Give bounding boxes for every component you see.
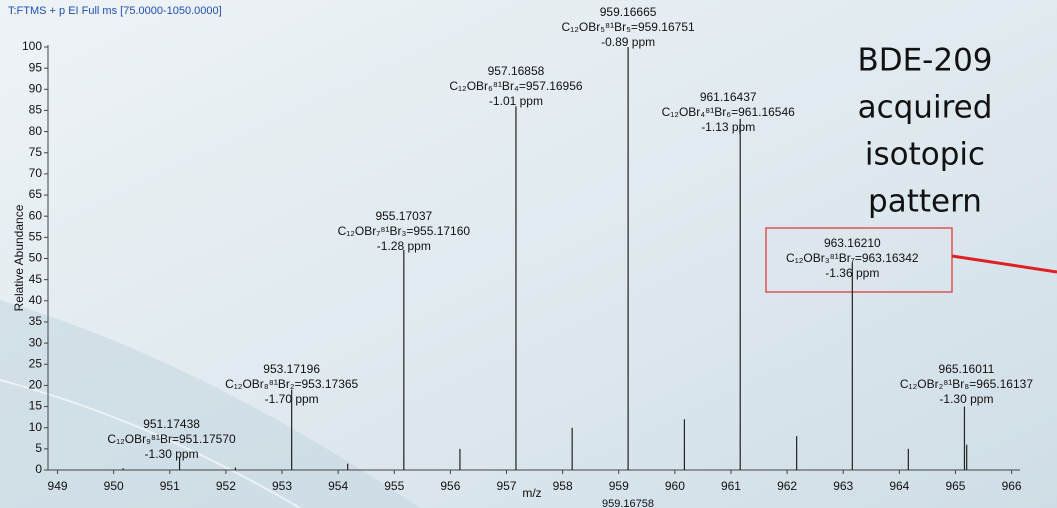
peak-mass: 953.17196 — [263, 362, 320, 376]
decoration — [0, 379, 301, 508]
x-tick-label: 950 — [104, 479, 124, 493]
peak-formula: C₁₂OBr₈⁸¹Br₂=953.17365 — [225, 377, 358, 391]
header: T:FTMS + p EI Full ms [75.0000-1050.0000… — [8, 5, 222, 17]
peak-mass: 963.16210 — [824, 236, 881, 250]
y-tick-label: 0 — [35, 462, 42, 476]
peak-ppm: -1.70 ppm — [265, 392, 319, 406]
peak-formula: C₁₂OBr₅⁸¹Br₅=959.16751 — [562, 20, 695, 34]
y-tick-label: 60 — [29, 208, 43, 222]
bottom-label: 959.16758 — [602, 498, 654, 508]
callout-line: isotopic — [865, 137, 985, 173]
y-tick-label: 30 — [29, 335, 43, 349]
y-tick-label: 15 — [29, 399, 43, 413]
callout-line: BDE-209 — [857, 43, 992, 79]
x-tick-label: 951 — [160, 479, 180, 493]
peak-ppm: -1.30 ppm — [145, 447, 199, 461]
peak-ppm: -1.30 ppm — [939, 392, 993, 406]
peak-formula: C₁₂OBr₆⁸¹Br₄=957.16956 — [449, 79, 583, 93]
peak-mass: 965.16011 — [939, 362, 995, 376]
x-tick-label: 962 — [777, 479, 797, 493]
peak-mass: 951.17438 — [143, 417, 200, 431]
x-axis-label: m/z — [522, 486, 541, 500]
x-tick-label: 949 — [48, 479, 68, 493]
peak-ppm: -1.01 ppm — [489, 94, 543, 108]
peak-formula: C₁₂OBr₇⁸¹Br₃=955.17160 — [338, 224, 471, 238]
x-tick-label: 953 — [272, 479, 292, 493]
arrow — [951, 254, 1057, 274]
x-tick-label: 960 — [665, 479, 685, 493]
y-tick-label: 80 — [29, 124, 43, 138]
x-tick-label: 956 — [440, 479, 460, 493]
decoration — [0, 300, 420, 508]
y-tick-label: 20 — [29, 378, 43, 392]
y-tick-label: 55 — [29, 230, 43, 244]
x-tick-label: 954 — [328, 479, 348, 493]
callout-line: pattern — [868, 184, 982, 220]
peak-ppm: -1.36 ppm — [825, 266, 879, 280]
y-tick-label: 40 — [29, 293, 43, 307]
x-tick-label: 959 — [609, 479, 629, 493]
y-tick-label: 100 — [22, 39, 42, 53]
x-tick-label: 964 — [889, 479, 909, 493]
peak-mass: 955.17037 — [375, 209, 432, 223]
y-tick-label: 50 — [29, 251, 43, 265]
x-tick-label: 961 — [721, 479, 741, 493]
peak-mass: 959.16665 — [600, 5, 657, 19]
y-tick-label: 65 — [29, 187, 43, 201]
y-tick-label: 90 — [29, 81, 43, 95]
y-tick-label: 35 — [29, 314, 43, 328]
y-axis-label: Relative Abundance — [12, 204, 26, 311]
peak-ppm: -1.13 ppm — [701, 120, 755, 134]
x-tick-label: 957 — [496, 479, 516, 493]
peak-formula: C₁₂OBr₃⁸¹Br₇=963.16342 — [786, 251, 919, 265]
y-tick-label: 25 — [29, 356, 43, 370]
peak-formula: C₁₂OBr₂⁸¹Br₈=965.16137 — [900, 377, 1033, 391]
x-tick-label: 963 — [833, 479, 853, 493]
y-tick-label: 95 — [29, 60, 43, 74]
y-tick-label: 5 — [35, 441, 42, 455]
peak-ppm: -1.28 ppm — [377, 239, 431, 253]
y-tick-label: 45 — [29, 272, 43, 286]
peak-mass: 957.16858 — [488, 64, 545, 78]
x-tick-label: 965 — [945, 479, 965, 493]
peak-ppm: -0.89 ppm — [601, 35, 655, 49]
callout-line: acquired — [858, 90, 993, 126]
x-tick-label: 966 — [1002, 479, 1022, 493]
y-tick-label: 85 — [29, 103, 43, 117]
peak-formula: C₁₂OBr₉⁸¹Br=951.17570 — [107, 432, 236, 446]
peak-mass: 961.16437 — [700, 90, 757, 104]
highlight-box — [765, 227, 953, 293]
x-tick-label: 958 — [553, 479, 573, 493]
y-tick-label: 10 — [29, 420, 43, 434]
peak-formula: C₁₂OBr₄⁸¹Br₆=961.16546 — [662, 105, 796, 119]
y-tick-label: 70 — [29, 166, 43, 180]
x-tick-label: 952 — [216, 479, 236, 493]
x-tick-label: 955 — [384, 479, 404, 493]
y-tick-label: 75 — [29, 145, 43, 159]
